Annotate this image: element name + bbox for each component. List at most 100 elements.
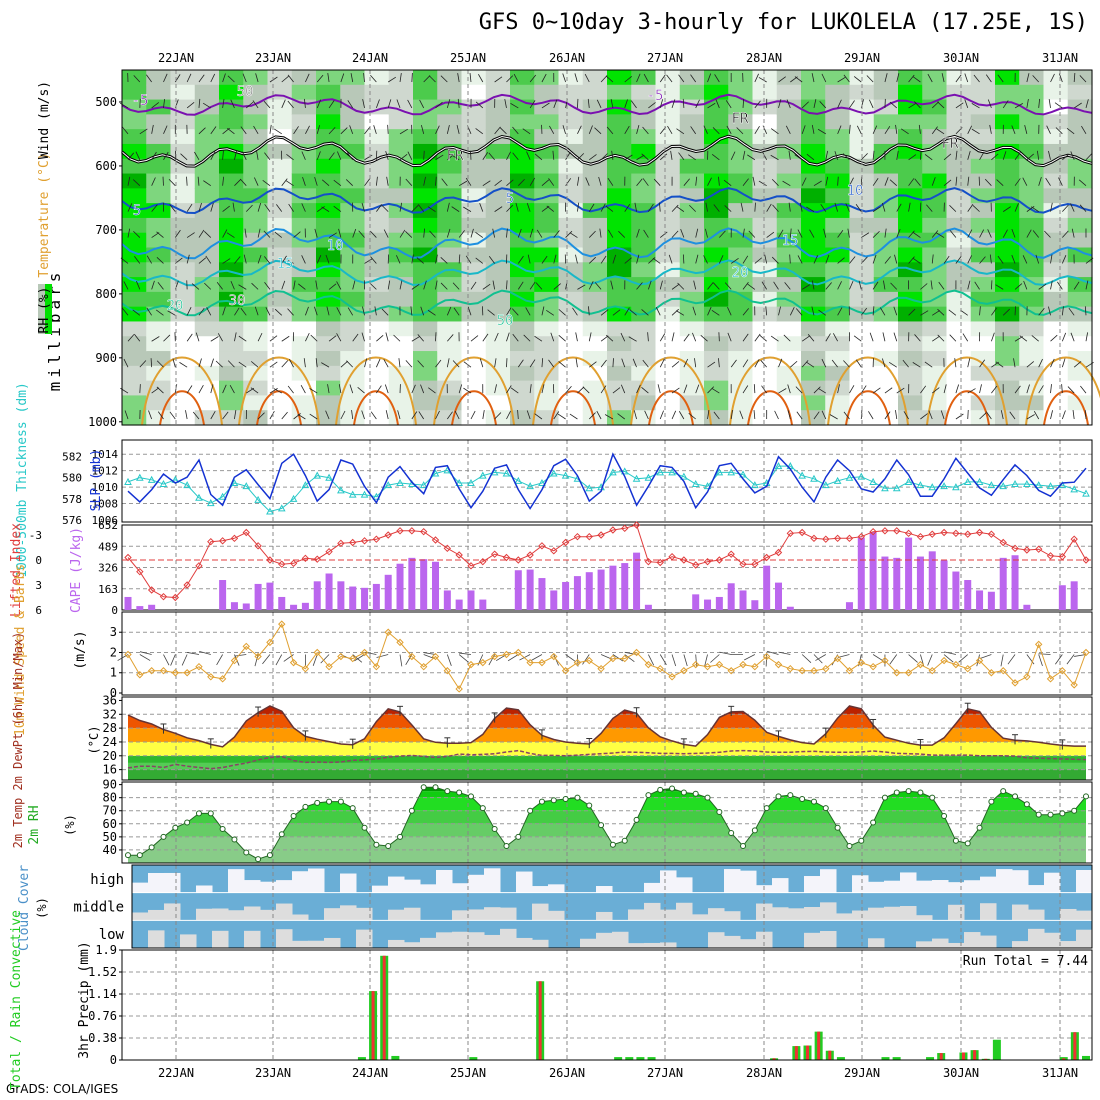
wind-barb: [565, 151, 571, 160]
wind-barb: [949, 205, 957, 212]
wind-barb: [971, 103, 980, 109]
wind-barb: [1038, 385, 1044, 394]
rh-cell: [122, 351, 147, 367]
wind-barb: [937, 308, 945, 316]
rh-cell: [752, 365, 778, 382]
wind-barb: [825, 150, 829, 160]
rh-cell: [243, 306, 269, 323]
rh-cell: [922, 143, 948, 160]
lifted-index-point: [218, 537, 227, 545]
wind-barb: [778, 358, 783, 368]
rh-cell: [194, 84, 220, 101]
wind-barb: [648, 102, 656, 109]
ytick-label: 0.76: [88, 1009, 117, 1023]
rh-cell: [776, 173, 802, 189]
cloud-cell: [484, 907, 501, 921]
wind-barb: [169, 411, 176, 420]
wind10m-barb: [766, 650, 779, 655]
wind-barb: [695, 254, 699, 264]
rh-cell: [655, 188, 681, 204]
wind-barb: [819, 101, 827, 109]
wind-barb: [760, 360, 767, 368]
thickness-point: [135, 473, 144, 481]
rh-cell: [825, 410, 851, 426]
lifted-index-point: [408, 527, 416, 535]
cape-bar: [361, 587, 369, 610]
rh-cell: [243, 217, 269, 234]
wind-barb: [860, 153, 868, 161]
rh2m-point: [491, 826, 498, 833]
wind-barb: [912, 232, 921, 238]
rh-cell: [122, 306, 147, 323]
wind-barb: [333, 179, 342, 187]
wind-barb: [446, 306, 452, 316]
wind-barb: [1068, 307, 1075, 316]
wind-barb: [364, 126, 371, 135]
rh-cell: [752, 277, 778, 293]
wind-barb: [821, 410, 827, 420]
wind-barb: [243, 254, 247, 264]
lifted-index-point: [372, 535, 381, 543]
wind-barb: [903, 411, 909, 420]
rh2m-point: [420, 784, 427, 791]
cloud-cell: [468, 909, 485, 921]
wind-barb: [506, 204, 514, 212]
rh-fill-group: [128, 787, 1086, 863]
lifted-index-point: [550, 547, 558, 555]
wind-barb: [325, 410, 330, 420]
rh-cell: [801, 291, 826, 308]
wind-barb: [588, 412, 596, 420]
rh-cell: [752, 336, 778, 352]
wind-barb: [269, 76, 278, 83]
wind10m-barb: [170, 654, 176, 666]
wind-barb: [435, 410, 440, 420]
wind-barb: [405, 360, 413, 368]
xtick-label-bottom: 30JAN: [943, 1066, 979, 1080]
wind-barb: [1050, 358, 1055, 368]
cape-bar: [514, 570, 522, 610]
rh-cell: [437, 188, 463, 204]
wind-barb: [1009, 411, 1016, 420]
wind-barb: [385, 332, 389, 342]
rh2m-point: [456, 789, 463, 796]
wind-barb: [517, 255, 524, 264]
rh-cell: [316, 173, 341, 189]
wind-barb: [217, 333, 223, 342]
wind-barb: [1026, 384, 1030, 394]
thickness-point: [999, 482, 1008, 490]
precip-convective-bar: [538, 981, 542, 1060]
ytick-label: 20: [103, 749, 117, 763]
wind-barb: [618, 230, 626, 238]
rh-cell: [1067, 203, 1093, 219]
wind-barb: [837, 76, 846, 83]
wind-barb: [346, 360, 354, 368]
wind-barb: [250, 361, 259, 368]
wind-barb: [151, 124, 154, 134]
rh-cell: [194, 351, 220, 367]
wind-barb: [198, 257, 207, 264]
rh-cell: [631, 262, 657, 278]
wind10m-barb: [216, 654, 223, 666]
wind-barb: [740, 202, 744, 212]
rh-cell: [510, 247, 535, 263]
wind-barb: [446, 124, 450, 134]
wind-barb: [234, 307, 240, 316]
wind-barb: [641, 309, 649, 316]
rh-cell: [825, 395, 851, 411]
rh-cell: [873, 232, 899, 249]
cloud-cell: [148, 930, 165, 948]
wind-barb: [997, 255, 1004, 264]
precip-convective-bar: [1062, 1058, 1066, 1060]
rh-cell: [655, 351, 681, 367]
rh2m-point: [550, 797, 557, 804]
wind-barb: [683, 384, 688, 394]
wind10m-point: [360, 648, 369, 657]
rh-cell: [437, 203, 463, 219]
cape-tick-label: 326: [98, 562, 118, 575]
wind-barb: [703, 125, 708, 135]
rh-cell: [122, 395, 147, 411]
wind-barb: [954, 358, 957, 368]
wind-barb: [753, 384, 756, 394]
lifted-index-point: [360, 537, 369, 545]
rh-cell: [1043, 217, 1069, 234]
